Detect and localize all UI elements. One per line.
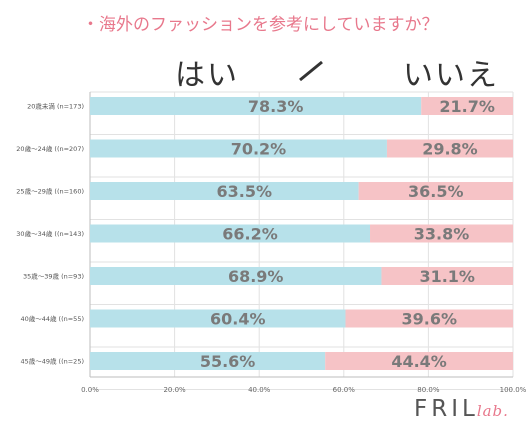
value-label-no: 29.8% [422,140,478,159]
category-label: 20歳未満 (n=173) [27,102,84,111]
category-label: 40歳～44歳 ((n=55) [20,314,84,323]
bar-no [386,139,513,158]
value-label-no: 33.8% [414,225,470,244]
logo-main: FRIL [414,396,479,422]
category-label: 30歳～34歳 ((n=143) [16,229,84,238]
bar-yes [90,139,387,158]
bar-no [358,182,513,200]
x-tick-label: 60.0% [333,386,356,394]
category-label: 25歳～29歳 ((n=160) [16,187,84,196]
x-tick-label: 0.0% [81,386,99,394]
yes-header-label: はい [175,58,239,93]
bar-yes [90,97,422,115]
x-tick-label: 20.0% [163,386,186,394]
logo-sub: lab. [476,402,509,420]
value-label-no: 39.6% [401,310,457,329]
bar-yes [90,267,382,285]
value-label-yes: 68.9% [228,267,284,286]
bar-no [370,224,513,243]
bar-no [325,352,513,370]
bar-yes [90,309,346,328]
value-label-yes: 60.4% [210,310,266,329]
bar-yes [90,182,359,200]
category-label: 20歳～24歳 ((n=207) [16,144,84,153]
bar-yes [90,224,371,243]
value-label-yes: 63.5% [217,182,273,201]
value-label-yes: 66.2% [222,225,278,244]
fril-lab-logo: FRILlab. [414,396,509,422]
value-label-no: 31.1% [419,267,475,286]
value-label-yes: 70.2% [231,140,287,159]
value-label-yes: 78.3% [248,97,304,116]
bar-yes [90,352,326,370]
value-label-yes: 55.6% [200,352,256,371]
x-tick-label: 80.0% [417,386,440,394]
no-header-label: いいえ [403,58,499,93]
category-label: 35歳～39歳 (n=93) [23,272,84,281]
chart-title: ・海外のファッションを参考にしていますか？ [82,15,439,35]
bar-no [381,267,513,285]
bar-no [421,97,513,115]
value-label-no: 21.7% [439,97,495,116]
category-label: 45歳～49歳 ((n=25) [20,357,84,366]
bar-no [345,309,513,328]
x-tick-label: 100.0% [500,386,527,394]
value-label-no: 36.5% [408,182,464,201]
x-tick-label: 40.0% [248,386,271,394]
value-label-no: 44.4% [391,352,447,371]
